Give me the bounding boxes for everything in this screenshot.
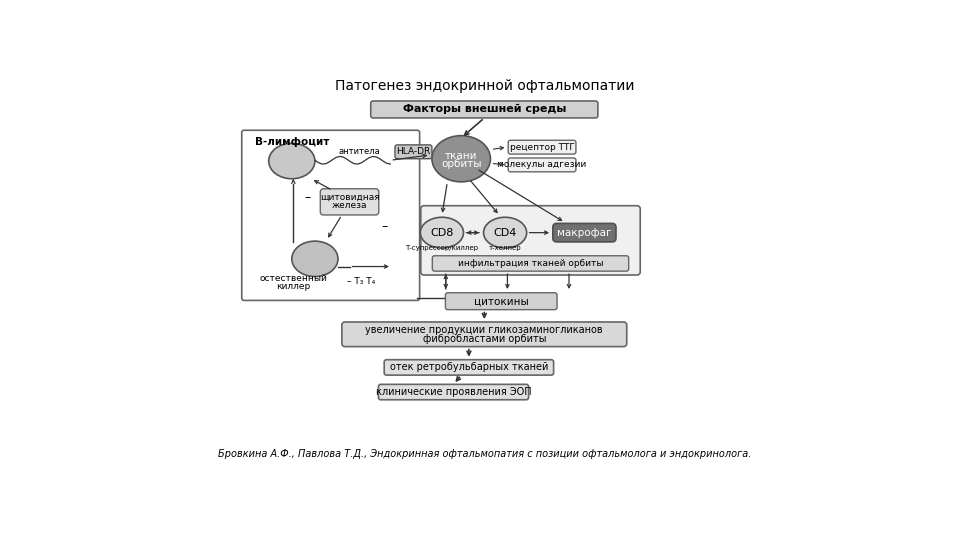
Text: ткани: ткани: [444, 151, 477, 161]
Text: Т-супрессор/киллер: Т-супрессор/киллер: [405, 245, 478, 251]
Text: –: –: [381, 220, 387, 233]
Text: CD4: CD4: [493, 228, 516, 238]
Text: CD8: CD8: [430, 228, 454, 238]
Text: щитовидная: щитовидная: [320, 193, 379, 202]
Text: фибробластами орбиты: фибробластами орбиты: [422, 334, 546, 344]
Text: цитокины: цитокины: [474, 296, 529, 306]
FancyBboxPatch shape: [384, 360, 554, 375]
Text: молекулы адгезии: молекулы адгезии: [497, 160, 587, 170]
FancyBboxPatch shape: [395, 145, 432, 159]
FancyBboxPatch shape: [508, 158, 576, 172]
FancyBboxPatch shape: [445, 293, 557, 309]
Text: киллер: киллер: [276, 282, 310, 291]
FancyBboxPatch shape: [342, 322, 627, 347]
FancyBboxPatch shape: [553, 224, 616, 242]
Text: рецептор ТТГ: рецептор ТТГ: [510, 143, 574, 152]
Text: Факторы внешней среды: Факторы внешней среды: [402, 104, 566, 114]
Text: Бровкина А.Ф., Павлова Т.Д., Эндокринная офтальмопатия с позиции офтальмолога и : Бровкина А.Ф., Павлова Т.Д., Эндокринная…: [218, 449, 751, 458]
Text: отек ретробульбарных тканей: отек ретробульбарных тканей: [390, 362, 548, 373]
Text: железа: железа: [332, 201, 368, 210]
Text: т-хелпер: т-хелпер: [489, 245, 521, 251]
FancyBboxPatch shape: [420, 206, 640, 275]
Text: макрофаг: макрофаг: [557, 228, 612, 238]
FancyBboxPatch shape: [508, 140, 576, 154]
Text: Патогенез эндокринной офтальмопатии: Патогенез эндокринной офтальмопатии: [334, 79, 634, 93]
Text: –: –: [304, 191, 310, 204]
Text: увеличение продукции гликозаминогликанов: увеличение продукции гликозаминогликанов: [366, 325, 603, 335]
Text: В-лимфоцит: В-лимфоцит: [254, 137, 329, 147]
Text: HLA-DR: HLA-DR: [396, 147, 431, 156]
Ellipse shape: [484, 217, 527, 248]
FancyBboxPatch shape: [371, 101, 598, 118]
Text: – T₃ T₄: – T₃ T₄: [347, 278, 375, 286]
Ellipse shape: [292, 241, 338, 276]
Text: антитела: антитела: [339, 146, 380, 156]
Ellipse shape: [269, 143, 315, 179]
Text: остественный: остественный: [259, 274, 327, 284]
FancyBboxPatch shape: [321, 189, 379, 215]
Ellipse shape: [432, 136, 491, 182]
Text: орбиты: орбиты: [441, 159, 482, 169]
Ellipse shape: [420, 217, 464, 248]
FancyBboxPatch shape: [378, 384, 529, 400]
FancyBboxPatch shape: [432, 256, 629, 271]
Text: инфильтрация тканей орбиты: инфильтрация тканей орбиты: [458, 259, 603, 268]
Text: клинические проявления ЭОП: клинические проявления ЭОП: [375, 387, 531, 397]
